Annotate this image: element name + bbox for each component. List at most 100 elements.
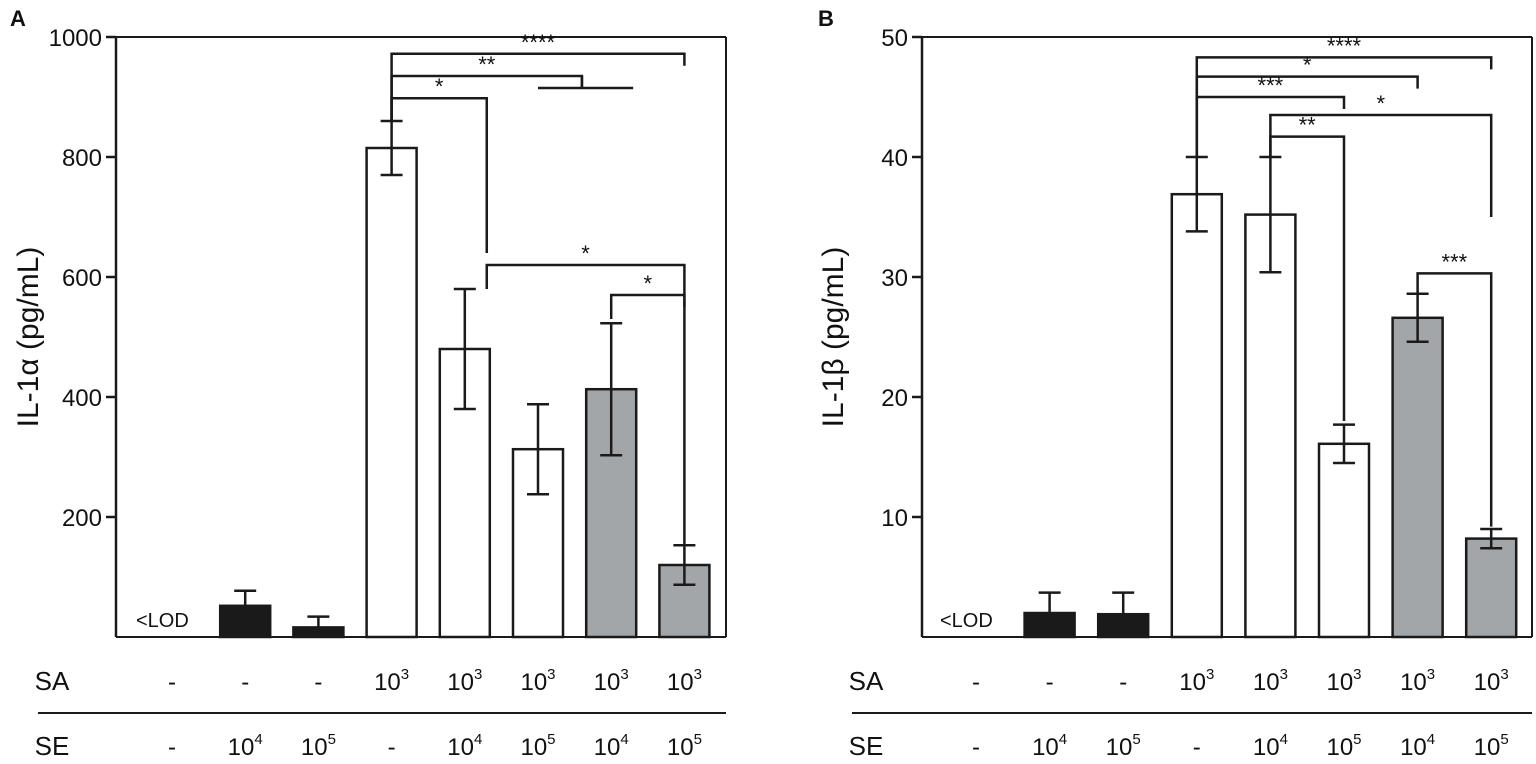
sa-dose: -: [1119, 669, 1127, 696]
sa-dose-exp: 3: [401, 666, 409, 683]
sa-dose-exp: 3: [620, 666, 628, 683]
sa-dose: 103: [447, 666, 482, 696]
sa-dose-base: 10: [447, 669, 474, 696]
se-dose-base: 10: [447, 734, 474, 761]
significance-bracket: [1195, 95, 1346, 157]
se-dose-base: 10: [228, 734, 255, 761]
sa-dose-exp: 3: [474, 666, 482, 683]
se-dose: 104: [1400, 731, 1435, 761]
se-row-label: SE: [849, 731, 884, 761]
sa-row-label: SA: [849, 666, 884, 696]
significance-stars: **: [1299, 113, 1317, 138]
se-dose-exp: 4: [474, 731, 482, 748]
se-dose-exp: 5: [1500, 731, 1508, 748]
se-dose: -: [1193, 734, 1201, 761]
bar: [365, 146, 418, 639]
se-dose: 105: [1474, 731, 1509, 761]
significance-bracket: [485, 263, 686, 544]
se-dose: -: [972, 734, 980, 761]
sa-dose: -: [168, 669, 176, 696]
sa-dose: 103: [1253, 666, 1288, 696]
se-dose: 105: [301, 731, 336, 761]
sa-dose-base: 10: [1253, 669, 1280, 696]
sa-dose-base: 10: [374, 669, 401, 696]
y-tick-label: 40: [881, 145, 908, 172]
se-dose-exp: 4: [1280, 731, 1288, 748]
significance-stars: ***: [1258, 73, 1284, 98]
se-dose-exp: 5: [1353, 731, 1361, 748]
bar: [1170, 192, 1224, 639]
significance-stars: ****: [521, 30, 556, 55]
significance-stars: ****: [1327, 33, 1362, 58]
sa-dose-exp: 3: [694, 666, 702, 683]
sa-dose-base: -: [1119, 669, 1127, 696]
y-tick-label: 20: [881, 385, 908, 412]
se-dose-base: -: [388, 734, 396, 761]
se-dose-base: 10: [594, 734, 621, 761]
se-dose-base: 10: [1032, 734, 1059, 761]
sa-dose-base: 10: [1326, 669, 1353, 696]
sa-row-label: SA: [35, 666, 70, 696]
sa-dose: -: [972, 669, 980, 696]
se-dose: 104: [447, 731, 482, 761]
sa-dose: 103: [374, 666, 409, 696]
se-dose-base: 10: [1253, 734, 1280, 761]
se-dose-exp: 4: [254, 731, 262, 748]
significance-stars: ***: [1442, 249, 1468, 274]
significance-stars: **: [478, 52, 496, 77]
significance-bracket: [609, 293, 686, 319]
se-dose-base: -: [168, 734, 176, 761]
sa-dose: -: [314, 669, 322, 696]
panel-label: A: [10, 6, 26, 31]
y-tick-label: 600: [62, 265, 102, 292]
sa-dose-base: -: [1046, 669, 1054, 696]
y-tick-label: 30: [881, 265, 908, 292]
se-dose-exp: 5: [328, 731, 336, 748]
sa-dose: -: [241, 669, 249, 696]
se-dose: 104: [594, 731, 629, 761]
se-dose: 105: [1106, 731, 1141, 761]
se-dose: 104: [228, 731, 263, 761]
significance-bracket: [1269, 135, 1346, 421]
bar: [1244, 213, 1297, 639]
se-dose-exp: 5: [694, 731, 702, 748]
y-tick-label: 10: [881, 505, 908, 532]
significance-stars: *: [1377, 91, 1386, 116]
sa-dose: 103: [1179, 666, 1214, 696]
y-tick-label: 200: [62, 505, 102, 532]
se-row-label: SE: [35, 731, 70, 761]
se-dose-base: 10: [1326, 734, 1353, 761]
se-dose: 104: [1032, 731, 1067, 761]
se-dose: -: [168, 734, 176, 761]
se-dose-base: 10: [1474, 734, 1501, 761]
significance-bracket: [1416, 272, 1493, 527]
bar: [1391, 316, 1444, 639]
y-tick-label: 50: [881, 25, 908, 52]
sa-dose-base: 10: [594, 669, 621, 696]
sa-dose-exp: 3: [1427, 666, 1435, 683]
y-tick-label: 800: [62, 145, 102, 172]
sa-dose-exp: 3: [1280, 666, 1288, 683]
sa-dose-exp: 3: [547, 666, 555, 683]
se-dose-exp: 4: [1427, 731, 1435, 748]
se-dose-exp: 5: [1132, 731, 1140, 748]
sa-dose: 103: [1400, 666, 1435, 696]
se-dose-exp: 5: [547, 731, 555, 748]
se-dose: 105: [667, 731, 702, 761]
significance-stars: *: [1303, 53, 1312, 78]
sa-dose-base: 10: [667, 669, 694, 696]
sa-dose-exp: 3: [1353, 666, 1361, 683]
bar: [1317, 442, 1371, 639]
sa-dose-exp: 3: [1206, 666, 1214, 683]
sa-dose-base: 10: [1179, 669, 1206, 696]
significance-stars: *: [435, 74, 444, 99]
y-tick-label: 400: [62, 385, 102, 412]
sa-dose-exp: 3: [1500, 666, 1508, 683]
se-dose: 104: [1253, 731, 1288, 761]
se-dose-base: 10: [1106, 734, 1133, 761]
bar: [1464, 537, 1518, 639]
sa-dose: -: [1046, 669, 1054, 696]
sa-dose-base: -: [314, 669, 322, 696]
y-tick-label: 1000: [49, 25, 102, 52]
